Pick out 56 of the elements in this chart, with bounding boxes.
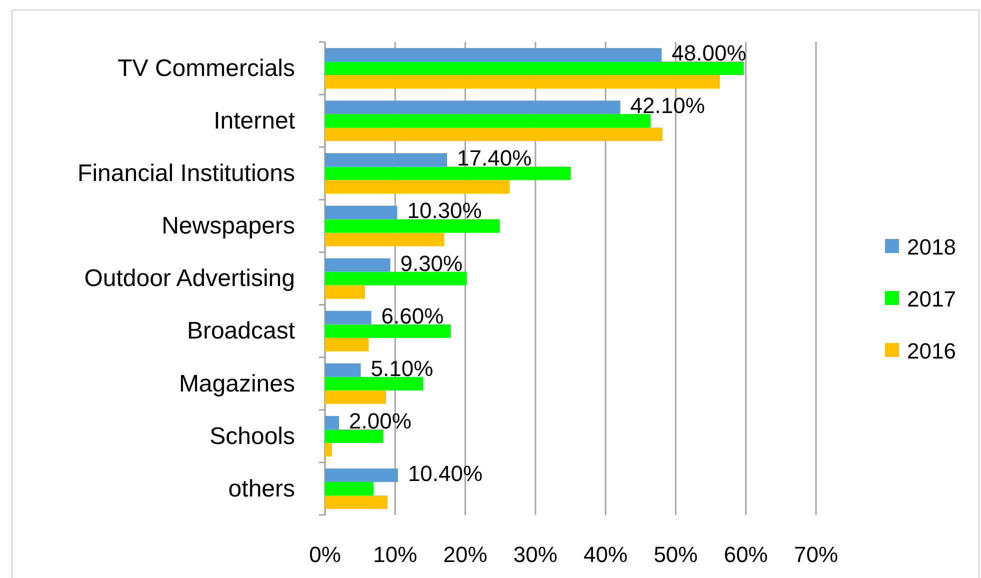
x-tick-label: 40%: [584, 542, 628, 567]
data-label: 17.40%: [457, 146, 532, 171]
data-label: 9.30%: [400, 250, 463, 276]
x-tick-label: 70%: [794, 542, 838, 567]
y-tick-label: TV Commercials: [118, 54, 295, 82]
bar: [325, 219, 500, 233]
x-tick-label: 30%: [513, 542, 558, 567]
y-tick-label: Financial Institutions: [78, 160, 295, 188]
bar: [325, 232, 444, 246]
bar: [325, 62, 744, 76]
bar: [325, 416, 340, 430]
legend-label: 2016: [907, 338, 956, 364]
data-label: 2.00%: [349, 408, 412, 434]
y-tick-label: Internet: [214, 108, 296, 135]
bar: [325, 166, 570, 180]
bar: [325, 324, 451, 338]
bar: [325, 390, 386, 404]
y-tick-label: others: [228, 475, 295, 502]
bar: [325, 258, 390, 272]
legend-label: 2017: [907, 286, 956, 312]
x-tick-label: 0%: [309, 542, 341, 567]
bar: [325, 376, 424, 390]
y-tick-label: Schools: [210, 422, 295, 450]
bar: [325, 310, 372, 324]
data-label: 48.00%: [672, 40, 746, 66]
bar: [325, 75, 720, 88]
data-label: 6.60%: [381, 303, 444, 328]
bar: [325, 468, 398, 482]
bar: [325, 128, 662, 142]
data-label: 42.10%: [630, 93, 705, 118]
bar: [325, 495, 388, 509]
bar: [325, 114, 650, 128]
y-tick-label: Magazines: [178, 370, 295, 398]
bar: [325, 153, 448, 167]
bar: [325, 48, 662, 62]
x-tick-label: 60%: [724, 542, 768, 567]
x-tick-label: 50%: [654, 542, 698, 567]
legend-label: 2018: [907, 234, 956, 260]
data-label: 10.30%: [407, 198, 482, 224]
y-tick-label: Broadcast: [186, 318, 296, 345]
bar: [325, 100, 620, 114]
bar: [325, 180, 510, 194]
bar: [325, 338, 368, 352]
y-tick-label: Outdoor Advertising: [84, 265, 295, 292]
bar: [325, 272, 467, 286]
data-label: 10.40%: [408, 460, 483, 486]
x-tick-label: 20%: [443, 542, 488, 567]
bar: [325, 482, 374, 496]
bar: [325, 363, 361, 377]
bar: [325, 285, 365, 299]
y-tick-label: Newspapers: [162, 212, 295, 240]
bar: [325, 429, 384, 443]
bar: [325, 206, 398, 220]
data-label: 5.10%: [370, 356, 434, 381]
bar: [325, 442, 332, 456]
x-tick-label: 10%: [373, 542, 418, 567]
